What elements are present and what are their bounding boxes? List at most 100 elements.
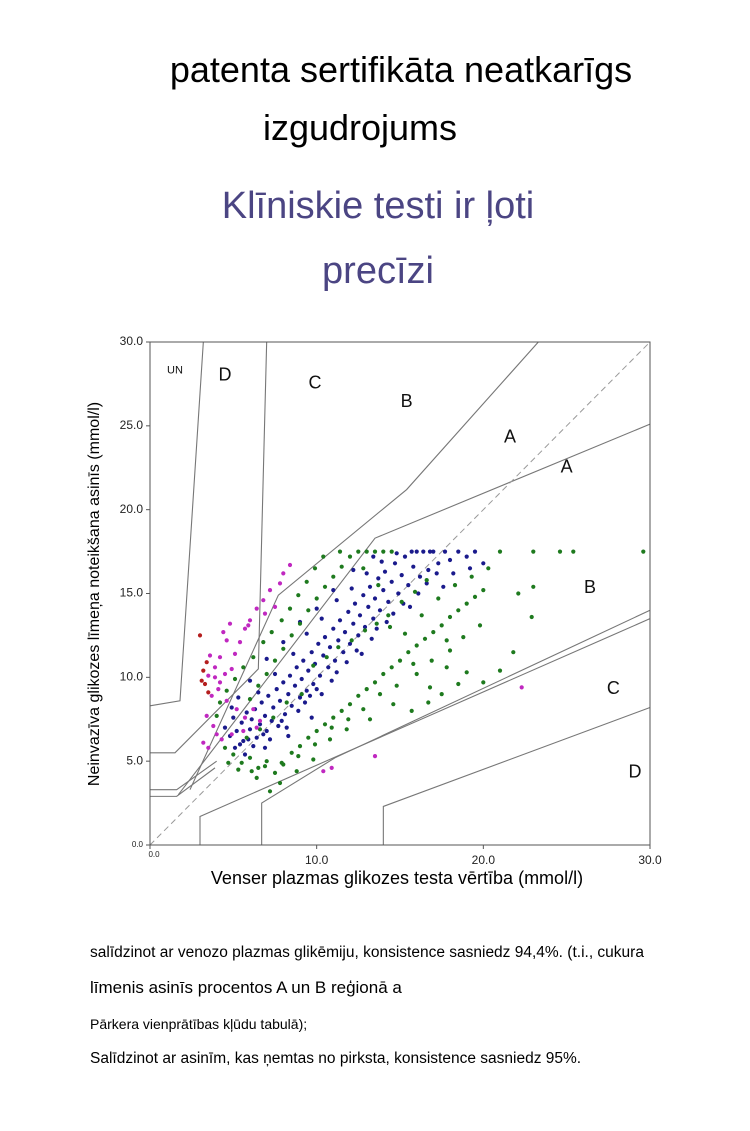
data-point-zone-b <box>481 680 486 685</box>
data-point-zone-b <box>381 671 386 677</box>
y-tick-label: 30.0 <box>120 334 144 348</box>
data-point-zone-a <box>254 735 259 740</box>
data-point-zone-a <box>264 728 269 734</box>
data-point-zone-a <box>319 616 324 621</box>
data-point-zone-b <box>279 760 284 765</box>
data-point-zone-b <box>339 564 344 569</box>
data-point-zone-b <box>287 606 293 611</box>
x-tick-label: 30.0 <box>638 853 662 867</box>
data-point-zone-c <box>217 655 223 660</box>
y-tick-label: 20.0 <box>120 502 144 516</box>
data-point-zone-a <box>306 668 311 673</box>
data-point-zone-a <box>407 604 413 609</box>
data-point-zone-a <box>231 715 236 720</box>
zone-boundary-line <box>189 341 539 790</box>
data-point-zone-a <box>236 695 241 700</box>
data-point-zone-b <box>297 744 303 749</box>
data-point-zone-b <box>347 702 353 707</box>
data-point-zone-b <box>241 665 246 670</box>
data-point-zone-a <box>262 745 268 750</box>
zone-boundary-line <box>149 341 204 707</box>
data-point-zone-a <box>337 618 343 623</box>
data-point-zone-b <box>394 683 399 688</box>
page-subtitle-line-2: precīzi <box>322 250 434 292</box>
data-point-zone-b <box>264 759 269 764</box>
data-point-zone-a <box>416 591 421 596</box>
data-point-zone-b <box>311 663 316 668</box>
data-point-zone-c <box>221 630 226 635</box>
data-point-zone-c <box>201 740 206 745</box>
data-point-zone-b <box>429 658 434 663</box>
data-point-zone-a <box>434 571 439 576</box>
data-point-zone-a <box>414 549 419 554</box>
zone-label: D <box>629 762 642 782</box>
data-point-zone-b <box>364 549 369 554</box>
data-point-zone-a <box>346 609 351 614</box>
data-point-zone-a <box>354 648 359 653</box>
data-point-zone-c <box>241 728 246 734</box>
data-point-zone-a <box>396 591 401 596</box>
data-point-zone-b <box>344 727 349 732</box>
data-point-zone-a <box>307 693 313 698</box>
data-point-zone-b <box>641 549 646 554</box>
data-point-zone-b <box>296 754 301 759</box>
data-point-zone-c <box>287 562 293 568</box>
data-point-zone-c <box>277 581 283 586</box>
data-point-zone-a <box>402 554 408 559</box>
data-point-zone-a <box>332 658 338 663</box>
data-point-zone-b <box>214 713 219 718</box>
data-point-zone-b <box>461 635 466 640</box>
data-point-zone-b <box>397 658 403 663</box>
data-point-zone-c <box>212 665 218 670</box>
data-point-zone-b <box>254 775 259 780</box>
data-point-zone-a <box>311 681 316 687</box>
data-point-zone-a <box>382 569 388 574</box>
data-point-zone-d <box>201 668 206 673</box>
page-title-line-1: patenta sertifikāta neatkarīgs <box>169 49 633 90</box>
data-point-zone-c <box>224 638 229 643</box>
data-point-zone-b <box>356 693 361 698</box>
data-point-zone-b <box>247 697 253 702</box>
data-point-zone-b <box>294 769 299 774</box>
data-point-zone-b <box>269 630 274 635</box>
data-point-zone-a <box>299 676 304 682</box>
data-point-zone-a <box>374 626 379 631</box>
data-point-zone-a <box>251 744 256 749</box>
data-point-zone-b <box>324 655 329 660</box>
data-point-zone-b <box>414 671 419 677</box>
data-point-zone-b <box>389 665 394 670</box>
data-point-zone-a <box>364 571 369 576</box>
data-point-zone-b <box>419 613 424 618</box>
data-point-zone-b <box>486 566 491 571</box>
data-point-zone-a <box>314 687 319 692</box>
data-point-zone-a <box>334 670 339 675</box>
data-point-zone-a <box>456 549 461 554</box>
data-point-zone-a <box>379 559 384 564</box>
data-point-zone-b <box>262 764 268 769</box>
data-point-zone-c <box>321 769 326 774</box>
data-point-zone-b <box>411 661 416 666</box>
data-point-zone-a <box>417 574 423 579</box>
data-point-zone-c <box>212 675 218 680</box>
data-point-zone-c <box>251 707 256 712</box>
data-point-zone-b <box>347 554 353 559</box>
data-point-zone-a <box>309 715 314 720</box>
data-point-zone-b <box>439 692 444 697</box>
data-point-zone-b <box>439 623 444 628</box>
data-point-zone-b <box>264 671 269 677</box>
data-point-zone-b <box>387 624 393 630</box>
data-point-zone-d <box>206 690 211 695</box>
data-point-zone-b <box>364 687 369 692</box>
page-title-line-2: izgudrojums <box>262 107 458 148</box>
data-point-zone-b <box>356 549 361 554</box>
data-point-zone-a <box>281 640 286 645</box>
data-point-zone-b <box>339 708 344 713</box>
caption-line-4: Salīdzinot ar asinīm, kas ņemtas no pirk… <box>90 1050 582 1067</box>
data-point-zone-a <box>229 705 234 710</box>
data-point-zone-a <box>409 549 414 554</box>
data-point-zone-a <box>442 549 448 554</box>
data-point-zone-b <box>531 549 536 554</box>
data-point-zone-b <box>232 676 238 682</box>
data-point-zone-c <box>206 745 211 750</box>
data-point-zone-c <box>261 598 266 603</box>
